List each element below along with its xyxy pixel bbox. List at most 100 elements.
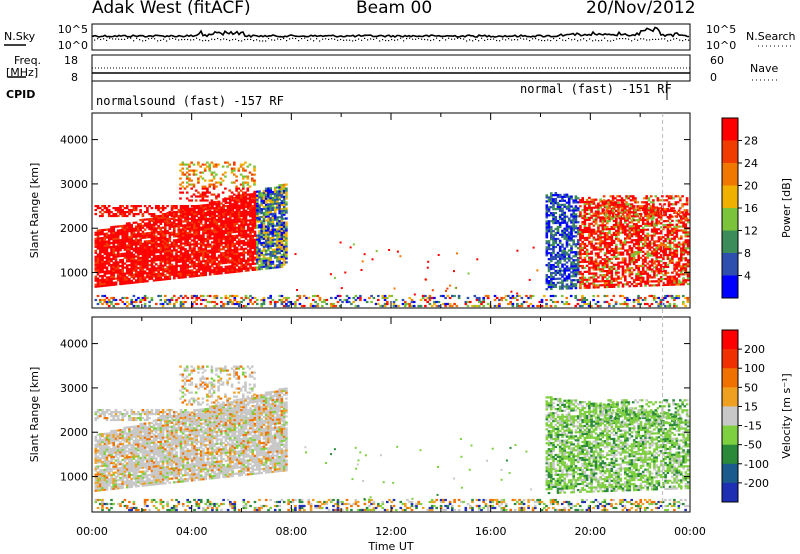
power-data-cell: [644, 264, 647, 267]
power-data-cell: [188, 207, 192, 210]
power-data-cell: [565, 229, 569, 232]
power-data-cell: [280, 193, 284, 197]
power-data-cell: [612, 283, 616, 286]
power-data-cell: [590, 266, 593, 269]
power-data-cell: [141, 224, 145, 227]
power-data-cell: [545, 226, 549, 229]
power-data-cell: [657, 264, 661, 267]
power-data-cell: [128, 256, 131, 259]
power-data-cell: [110, 271, 113, 275]
power-data-cell: [155, 279, 158, 282]
power-data-cell: [242, 247, 246, 251]
power-data-cell: [680, 267, 683, 270]
power-data-cell: [229, 229, 232, 232]
power-data-cell: [646, 256, 649, 259]
power-data-cell: [206, 187, 209, 190]
power-data-cell: [599, 240, 602, 243]
power-data-cell: [249, 259, 252, 262]
power-data-cell: [677, 245, 681, 248]
power-data-cell: [666, 281, 670, 284]
power-data-cell: [550, 264, 553, 267]
power-data-cell: [659, 254, 663, 257]
power-data-cell: [220, 206, 223, 209]
power-data-cell: [150, 225, 154, 228]
power-data-cell: [114, 261, 118, 264]
power-data-cell: [626, 241, 629, 244]
power-data-cell: [256, 258, 259, 261]
power-data-cell: [608, 246, 611, 249]
power-data-cell: [107, 211, 111, 214]
power-data-cell: [186, 255, 189, 258]
power-data-cell: [240, 240, 243, 243]
power-data-cell: [103, 228, 107, 231]
nsearch-dot: [298, 40, 300, 42]
nsearch-dot: [238, 40, 240, 42]
power-data-cell: [186, 227, 189, 231]
power-data-cell: [233, 250, 237, 253]
power-data-cell: [251, 244, 255, 248]
power-data-cell: [224, 205, 228, 208]
power-data-cell: [121, 238, 124, 241]
power-data-cell: [624, 239, 627, 242]
power-data-cell: [202, 240, 205, 243]
power-data-cell: [210, 161, 214, 164]
power-data-cell: [215, 205, 219, 208]
power-data-cell: [155, 207, 158, 210]
power-data-cell: [119, 239, 122, 242]
power-data-cell: [132, 263, 136, 266]
power-data-cell: [599, 200, 602, 203]
power-data-cell: [231, 267, 234, 270]
power-data-cell: [565, 201, 569, 204]
power-data-cell: [173, 215, 176, 218]
power-data-cell: [220, 226, 223, 229]
power-data-cell: [204, 271, 207, 275]
power-data-cell: [599, 280, 602, 283]
power-data-cell: [164, 228, 167, 231]
power-data-cell: [150, 245, 154, 248]
power-data-cell: [152, 259, 156, 262]
power-data-cell: [130, 267, 133, 270]
power-data-cell: [650, 254, 654, 257]
power-data-cell: [606, 281, 609, 285]
power-data-cell: [101, 278, 104, 282]
power-data-cell: [249, 214, 252, 218]
power-data-cell: [673, 253, 676, 256]
power-data-cell: [240, 252, 243, 255]
power-data-cell: [260, 263, 263, 267]
power-data-cell: [253, 206, 257, 209]
power-data-cell: [253, 191, 256, 194]
power-data-cell: [558, 259, 562, 262]
power-data-cell: [648, 234, 652, 237]
power-data-cell: [659, 216, 663, 219]
power-data-cell: [612, 231, 616, 234]
power-data-cell: [278, 206, 281, 209]
power-data-cell: [581, 199, 584, 202]
power-data-cell: [137, 227, 140, 230]
power-data-cell: [285, 235, 288, 238]
power-data-cell: [677, 275, 681, 278]
power-data-cell: [567, 239, 571, 242]
power-data-cell: [125, 280, 129, 283]
power-data-cell: [579, 276, 582, 280]
power-data-cell: [282, 235, 286, 238]
power-data-cell: [624, 261, 627, 264]
power-data-cell: [231, 203, 234, 206]
power-data-cell: [112, 214, 115, 218]
power-data-cell: [190, 227, 194, 230]
power-data-cell: [668, 281, 672, 284]
power-data-cell: [599, 212, 602, 215]
power-data-cell: [267, 241, 270, 244]
power-data-cell: [242, 202, 246, 205]
power-data-cell: [224, 243, 228, 246]
power-data-cell: [130, 225, 133, 229]
power-data-cell: [597, 228, 600, 231]
power-data-cell: [276, 242, 279, 245]
power-data-cell: [615, 221, 618, 224]
power-data-cell: [107, 244, 111, 247]
power-data-cell: [552, 236, 555, 239]
power-data-cell: [137, 281, 140, 284]
power-data-cell: [563, 229, 566, 232]
power-data-cell: [137, 253, 140, 256]
power-data-cell: [668, 275, 672, 278]
power-data-cell: [164, 250, 167, 253]
